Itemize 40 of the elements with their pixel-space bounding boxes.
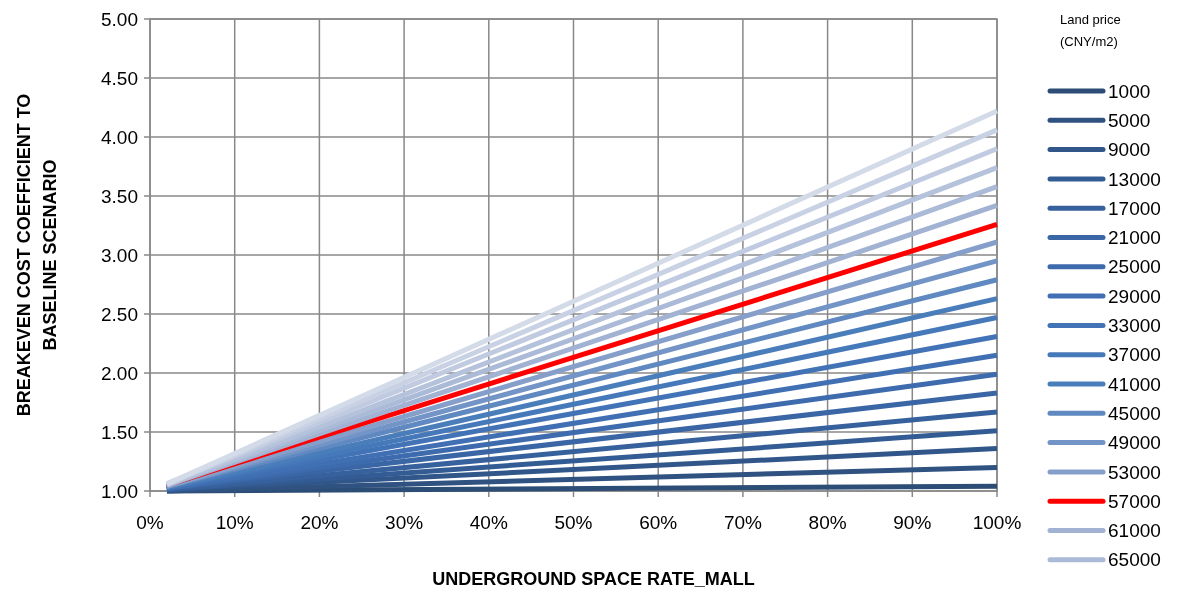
x-tick-label: 60%: [639, 512, 678, 533]
legend-label: 1000: [1108, 80, 1151, 102]
legend-label: 53000: [1108, 461, 1161, 483]
y-axis-title: BREAKEVEN COST COEFFICIENT TO BASELINE SCENARIO: [14, 93, 60, 417]
x-tick-label: 40%: [469, 512, 508, 533]
legend-label: 49000: [1108, 432, 1161, 454]
x-tick-label: 20%: [300, 512, 339, 533]
legend-label: 9000: [1108, 139, 1151, 161]
legend-label: 17000: [1108, 197, 1161, 219]
x-tick-label: 80%: [808, 512, 847, 533]
legend-label: 33000: [1108, 315, 1161, 337]
legend-label: 37000: [1108, 344, 1161, 366]
legend-label: 65000: [1108, 549, 1161, 571]
x-tick-label: 50%: [554, 512, 593, 533]
legend-label: 25000: [1108, 256, 1161, 278]
legend-label: 57000: [1108, 490, 1161, 512]
legend-title: Land price (CNY/m2): [1060, 12, 1121, 49]
y-tick-label: 3.50: [101, 185, 138, 207]
legend-label: 29000: [1108, 285, 1161, 307]
x-tick-label: 0%: [136, 512, 164, 533]
legend-label: 45000: [1108, 402, 1161, 424]
x-tick-label: 70%: [723, 512, 763, 533]
x-tick-label: 90%: [893, 512, 932, 533]
legend-label: 5000: [1108, 109, 1151, 131]
y-tick-label: 5.00: [101, 8, 138, 30]
y-tick-label: 4.00: [101, 126, 138, 148]
x-tick-label: 30%: [385, 512, 424, 533]
x-tick-label: 10%: [215, 512, 254, 533]
y-tick-label: 4.50: [101, 67, 138, 89]
y-tick-label: 1.50: [101, 421, 138, 443]
y-tick-label: 1.00: [101, 480, 138, 502]
legend-label: 61000: [1108, 520, 1161, 542]
legend-label: 41000: [1108, 373, 1161, 395]
legend-label: 13000: [1108, 168, 1161, 190]
y-tick-label: 2.00: [101, 362, 138, 384]
y-tick-label: 2.50: [101, 303, 138, 325]
x-axis-title: UNDERGROUND SPACE RATE_MALL: [432, 569, 755, 589]
legend-label: 21000: [1108, 227, 1161, 249]
y-tick-label: 3.00: [101, 244, 138, 266]
x-tick-label: 100%: [972, 512, 1022, 533]
